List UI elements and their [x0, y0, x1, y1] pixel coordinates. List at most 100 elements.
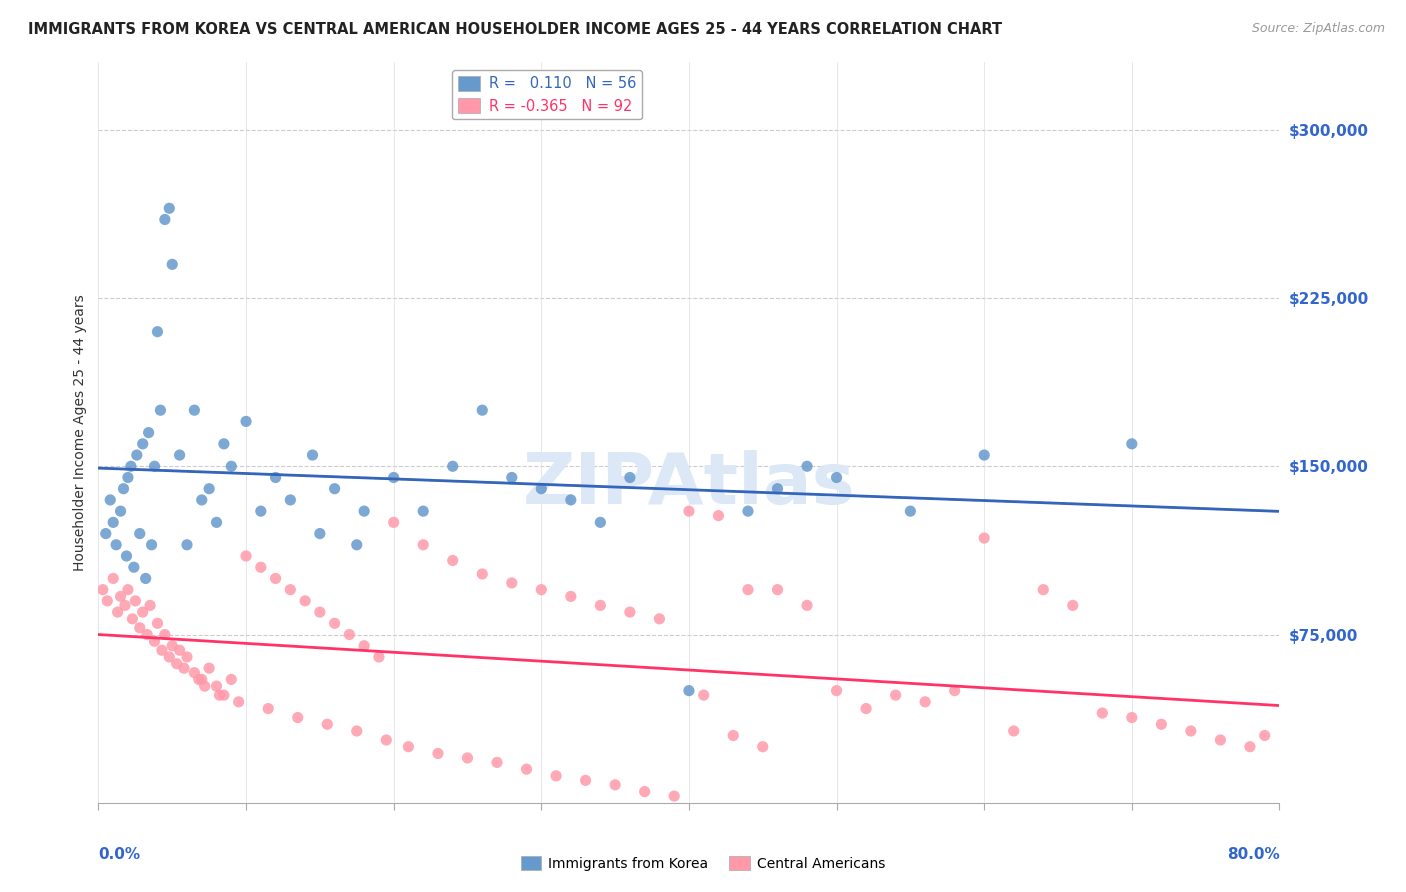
Point: [737, 582, 759, 597]
Point: [678, 504, 700, 518]
Point: [191, 673, 214, 687]
Text: Source: ZipAtlas.com: Source: ZipAtlas.com: [1251, 22, 1385, 36]
Point: [766, 482, 789, 496]
Point: [98, 492, 121, 507]
Point: [1032, 582, 1054, 597]
Point: [221, 673, 243, 687]
Point: [441, 553, 464, 567]
Point: [751, 739, 773, 754]
Point: [146, 616, 169, 631]
Text: IMMIGRANTS FROM KOREA VS CENTRAL AMERICAN HOUSEHOLDER INCOME AGES 25 - 44 YEARS : IMMIGRANTS FROM KOREA VS CENTRAL AMERICA…: [28, 22, 1002, 37]
Point: [855, 701, 877, 715]
Point: [183, 403, 205, 417]
Point: [128, 621, 150, 635]
Legend: Immigrants from Korea, Central Americans: Immigrants from Korea, Central Americans: [515, 850, 891, 876]
Point: [309, 526, 332, 541]
Text: 80.0%: 80.0%: [1226, 847, 1279, 863]
Point: [796, 459, 818, 474]
Point: [530, 582, 553, 597]
Point: [125, 448, 148, 462]
Point: [132, 437, 155, 451]
Point: [221, 459, 243, 474]
Point: [143, 634, 166, 648]
Point: [633, 784, 655, 798]
Point: [176, 650, 198, 665]
Point: [471, 403, 494, 417]
Point: [648, 612, 671, 626]
Point: [138, 425, 160, 440]
Point: [382, 470, 405, 484]
Point: [678, 683, 700, 698]
Point: [153, 212, 176, 227]
Point: [973, 448, 995, 462]
Point: [121, 612, 143, 626]
Point: [825, 470, 848, 484]
Point: [973, 531, 995, 545]
Point: [914, 695, 936, 709]
Point: [117, 470, 139, 484]
Point: [574, 773, 596, 788]
Point: [294, 594, 316, 608]
Point: [323, 616, 346, 631]
Point: [619, 470, 641, 484]
Point: [316, 717, 339, 731]
Point: [516, 762, 538, 776]
Point: [1254, 729, 1277, 743]
Point: [693, 688, 716, 702]
Point: [194, 679, 217, 693]
Point: [1062, 599, 1084, 613]
Point: [110, 590, 132, 604]
Point: [456, 751, 478, 765]
Point: [205, 679, 228, 693]
Point: [162, 639, 183, 653]
Point: [110, 504, 132, 518]
Point: [412, 504, 434, 518]
Point: [122, 560, 145, 574]
Point: [120, 459, 142, 474]
Point: [471, 566, 494, 581]
Point: [346, 724, 368, 739]
Point: [264, 470, 287, 484]
Point: [1209, 733, 1232, 747]
Point: [149, 403, 172, 417]
Point: [117, 582, 139, 597]
Point: [141, 538, 163, 552]
Point: [136, 627, 159, 641]
Point: [884, 688, 907, 702]
Point: [339, 627, 360, 641]
Point: [103, 571, 125, 585]
Point: [353, 639, 375, 653]
Point: [91, 582, 114, 597]
Point: [173, 661, 195, 675]
Point: [530, 482, 553, 496]
Point: [427, 747, 450, 761]
Point: [486, 756, 509, 770]
Point: [143, 459, 166, 474]
Point: [368, 650, 391, 665]
Point: [1091, 706, 1114, 720]
Point: [112, 482, 135, 496]
Point: [187, 673, 209, 687]
Point: [353, 504, 375, 518]
Point: [1180, 724, 1202, 739]
Point: [278, 582, 302, 597]
Point: [323, 482, 346, 496]
Point: [212, 437, 235, 451]
Point: [107, 605, 129, 619]
Point: [707, 508, 730, 523]
Point: [1121, 710, 1143, 724]
Point: [900, 504, 922, 518]
Point: [212, 688, 235, 702]
Point: [375, 733, 398, 747]
Point: [228, 695, 250, 709]
Point: [589, 599, 612, 613]
Point: [1239, 739, 1261, 754]
Point: [235, 414, 257, 428]
Point: [132, 605, 155, 619]
Point: [250, 504, 273, 518]
Point: [114, 599, 136, 613]
Point: [264, 571, 287, 585]
Point: [124, 594, 146, 608]
Point: [166, 657, 188, 671]
Text: ZIPAtlas: ZIPAtlas: [523, 450, 855, 519]
